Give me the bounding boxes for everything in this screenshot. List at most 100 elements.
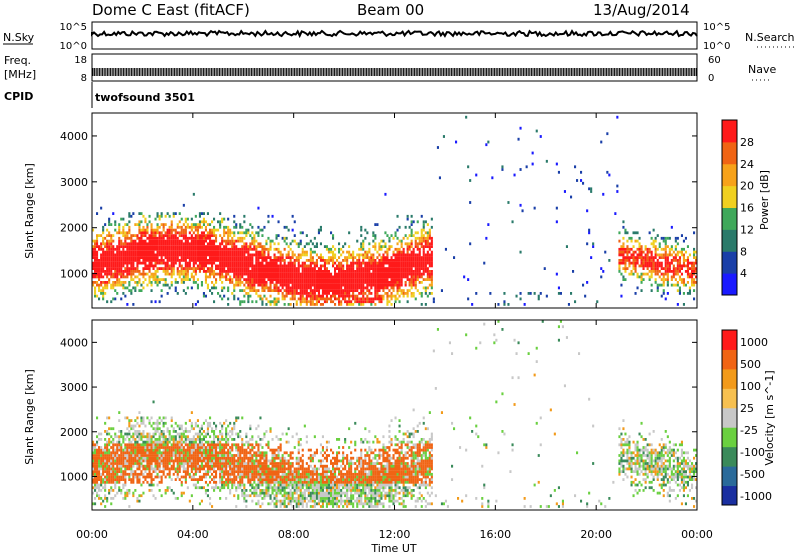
power-cells-cell-508 <box>146 247 149 251</box>
vel-cells-cell-747 <box>168 456 171 460</box>
power-cells-cell-2675 <box>386 286 389 290</box>
power-cells-cell-1555 <box>257 264 260 268</box>
power-cells-cell-987 <box>196 236 199 240</box>
vel-cells-cell-772 <box>170 416 173 420</box>
power-cells-cell-274 <box>122 292 125 295</box>
power-cells-cell-2620 <box>380 286 383 290</box>
power-cells-cell-2331 <box>348 286 351 290</box>
power-cells-cell-2185 <box>330 278 333 281</box>
power-cells-cell-1820 <box>287 270 290 273</box>
power-cells-cell-2155 <box>325 275 328 279</box>
power-cells-cell-115 <box>104 259 107 262</box>
power-cells-cell-2928 <box>414 297 417 301</box>
power-cbar-swatch-7 <box>722 120 737 143</box>
vel-cells-cell-778 <box>172 459 175 463</box>
power-cells-cell-2211 <box>334 303 337 306</box>
power-cells-cell-55 <box>98 283 101 287</box>
power-cells-cell-2454 <box>362 292 365 295</box>
power-cells-cell-2547 <box>372 272 375 276</box>
vel-cells-cell-360 <box>128 459 131 463</box>
power-cells-cell-2373 <box>352 267 355 270</box>
power-cells-cell-3469 <box>666 259 669 262</box>
power-cells-cell-249 <box>118 242 121 246</box>
power-cells-cell-2643 <box>382 272 385 276</box>
power-cells-cell-971 <box>194 223 197 226</box>
power-cells-cell-1896 <box>295 267 298 270</box>
vel-cells-cell-361 <box>128 456 131 460</box>
power-cells-cell-2591 <box>376 270 379 273</box>
vel-cells-cell-944 <box>190 424 193 428</box>
power-cells-cell-3438 <box>662 256 665 259</box>
vel-cells-cell-676 <box>160 454 163 457</box>
power-cells-cell-1220 <box>223 267 226 270</box>
vel-cells-cell-142 <box>106 470 109 473</box>
power-cells-cell-1582 <box>259 242 262 246</box>
power-cells-cell-2074 <box>315 270 318 273</box>
vel-cells-cell-1028 <box>200 467 203 471</box>
vel-cells-cell-25 <box>94 478 97 481</box>
power-cells-cell-654 <box>162 278 165 281</box>
power-cells-cell-982 <box>196 250 199 254</box>
power-cells-cell-2417 <box>358 278 361 281</box>
power-cells-cell-2073 <box>315 272 318 276</box>
power-cells-cell-3219 <box>620 253 623 257</box>
vel-cells-cell-109 <box>102 456 105 460</box>
power-cells-cell-2217 <box>334 283 337 287</box>
power-cells-cell-181 <box>110 234 113 237</box>
power-cells-cell-1414 <box>243 272 246 276</box>
power-cells-cell-3368 <box>650 259 653 262</box>
power-cells-cell-2225 <box>334 256 337 259</box>
power-cells-cell-2091 <box>317 272 320 276</box>
vel-cells-cell-876 <box>184 480 187 484</box>
power-cells-cell-3075 <box>430 286 433 290</box>
power-cells-cell-559 <box>152 272 155 276</box>
vel-cells-cell-1302 <box>229 459 232 463</box>
power-cells-cell-334 <box>128 281 131 284</box>
power-cells-cell-1237 <box>225 272 228 276</box>
power-cells-cell-3260 <box>628 259 631 262</box>
power-cells-cell-2411 <box>358 300 361 304</box>
vel-cells-cell-960 <box>192 443 195 447</box>
power-cells-cell-2439 <box>360 270 363 273</box>
power-cells-cell-345 <box>128 242 131 246</box>
power-cells-cell-2270 <box>340 272 343 276</box>
power-cells-cell-1323 <box>233 247 236 251</box>
power-cells-cell-933 <box>192 281 195 284</box>
vel-cells-cell-1215 <box>221 475 224 479</box>
power-cells-cell-2526 <box>370 300 373 304</box>
power-cells-cell-1372 <box>239 281 242 284</box>
power-cells-cell-1326 <box>233 239 236 243</box>
vel-cells-cell-727 <box>166 464 169 468</box>
vel-cells-cell-573 <box>150 475 153 479</box>
vel-cells-cell-1133 <box>211 430 214 433</box>
power-cells-cell-120 <box>104 242 107 246</box>
power-cells-cell-1145 <box>213 228 216 232</box>
vel-cells-cell-47 <box>96 470 99 473</box>
power-cells-cell-578 <box>154 272 157 276</box>
power-cells-cell-1911 <box>297 261 300 265</box>
power-cells-cell-692 <box>166 270 169 273</box>
power-cells-cell-815 <box>178 234 181 237</box>
power-cells-cell-177 <box>110 245 113 248</box>
power-cells-cell-3303 <box>638 275 641 279</box>
power-cells-cell-1762 <box>281 292 284 295</box>
vel-cells-cell-497 <box>142 475 145 479</box>
vel-cells-cell-262 <box>118 462 121 465</box>
vel-cells-cell-535 <box>146 462 149 465</box>
vel-cells-cell-468 <box>138 446 141 449</box>
vel-cells-cell-83 <box>100 483 103 487</box>
power-cells-cell-1305 <box>231 239 234 243</box>
power-cells-cell-1648 <box>267 264 270 268</box>
power-cells-cell-2040 <box>311 261 314 265</box>
vel-cells-cell-1262 <box>225 454 228 457</box>
vel-cells-cell-1121 <box>211 472 214 476</box>
power-cells-cell-969 <box>194 228 197 232</box>
power-cells-cell-538 <box>150 281 153 284</box>
power-cells-cell-2041 <box>311 259 314 262</box>
cpid-value: twofsound 3501 <box>95 91 195 104</box>
power-cells-cell-2617 <box>380 300 383 304</box>
power-cells-cell-1258 <box>227 267 230 270</box>
power-cells-cell-2226 <box>334 253 337 257</box>
power-cells-cell-2539 <box>370 256 373 259</box>
vel-cells-cell-40 <box>96 491 99 495</box>
